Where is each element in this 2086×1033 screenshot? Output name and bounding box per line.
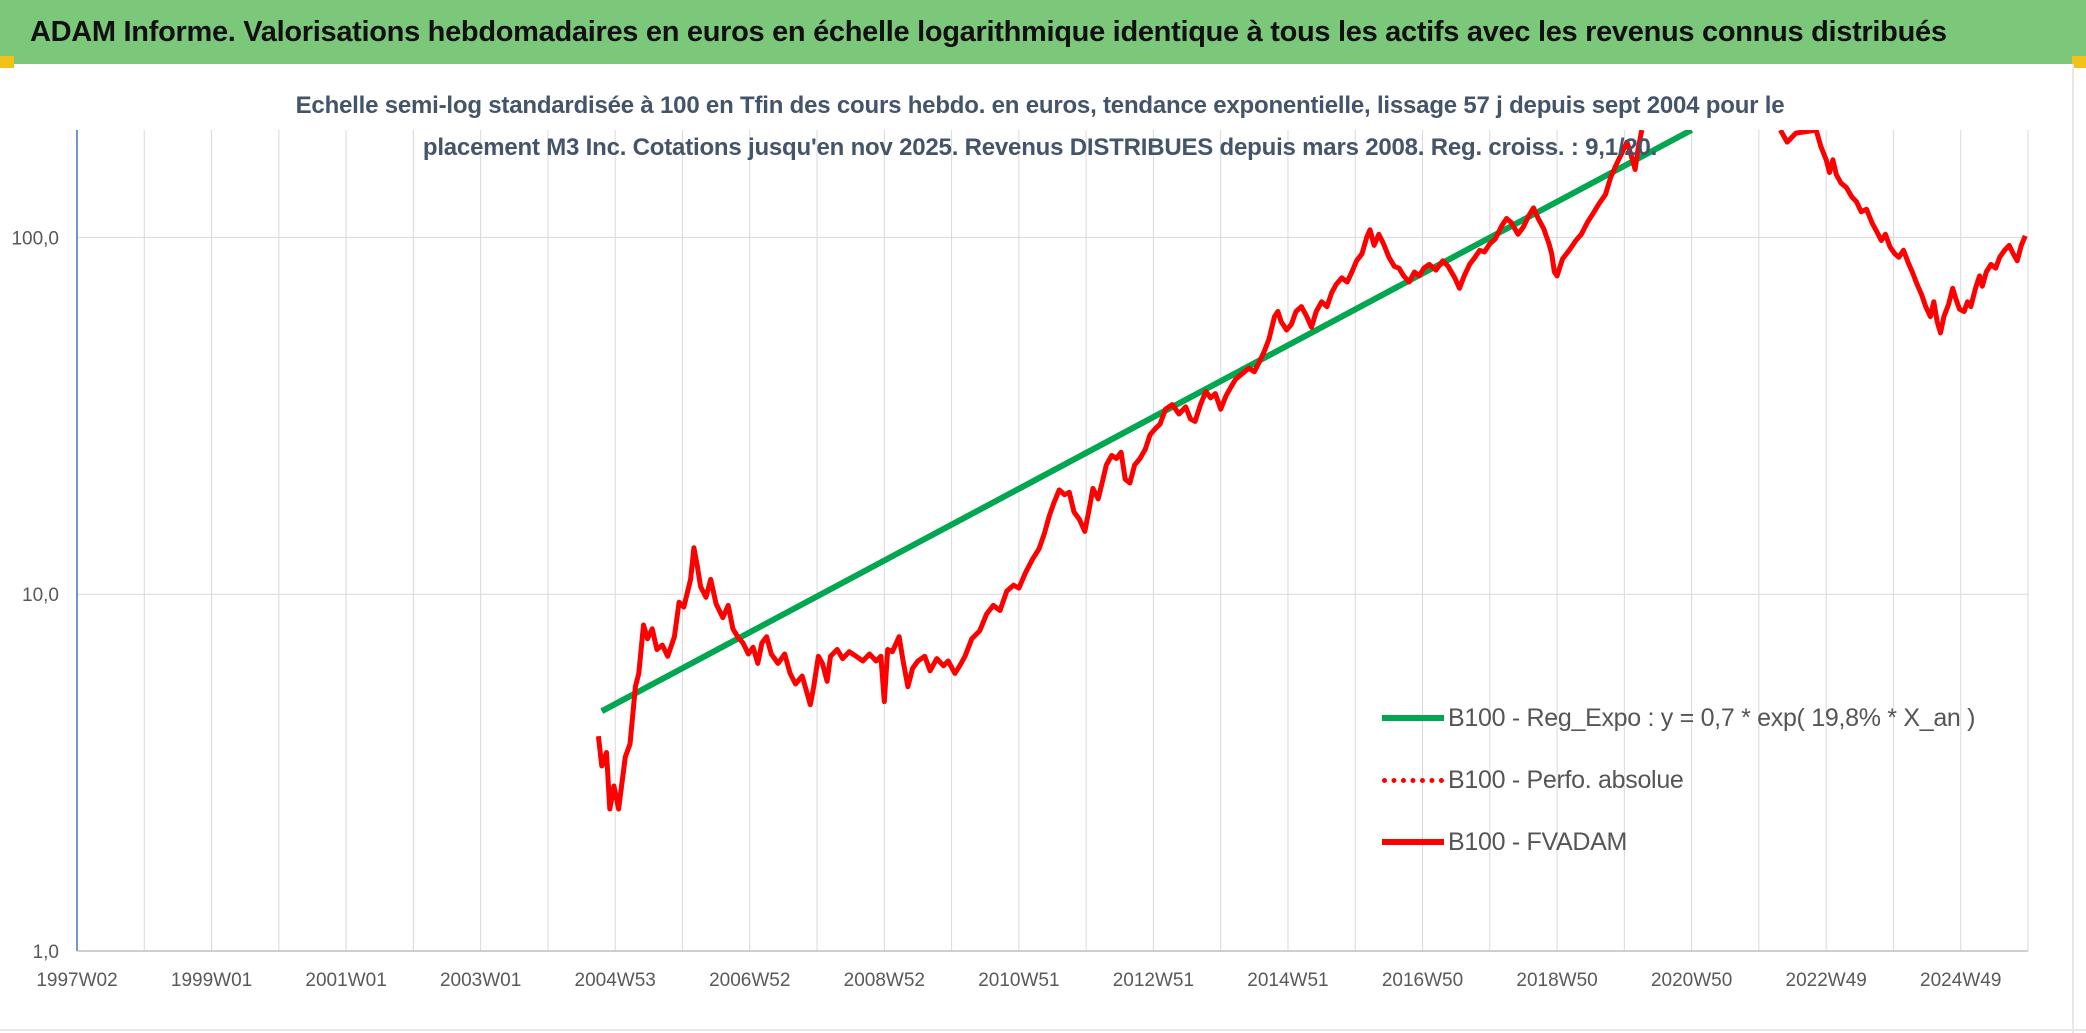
report-title: ADAM Informe. Valorisations hebdomadaire… — [30, 15, 1947, 48]
valuation-line-chart: 1,0 10,0 100,0 1997W02 1999W01 2001W01 2003W01… — [11, 130, 2029, 991]
legend-label-perfo-absolue: B100 - Perfo. absolue — [1448, 765, 1684, 794]
y-tick-label-0: 1,0 — [33, 942, 59, 963]
legend-item-trend: B100 - Reg_Expo : y = 0,7 * exp( 19,8% *… — [1382, 687, 2022, 749]
legend-item-perfo-absolue: B100 - Perfo. absolue — [1382, 749, 2022, 811]
y-tick-label-1: 10,0 — [22, 585, 59, 606]
legend-swatch-dotted-red — [1382, 777, 1444, 783]
chart-tick-labels: 1,0 10,0 100,0 1997W02 1999W01 2001W01 2003W01… — [11, 228, 2001, 991]
x-tick-label-11: 2018W50 — [1516, 970, 1597, 991]
x-tick-label-14: 2024W49 — [1920, 970, 2001, 991]
x-tick-label-5: 2006W52 — [709, 970, 790, 991]
x-tick-label-6: 2008W52 — [844, 970, 925, 991]
x-tick-label-2: 2001W01 — [305, 970, 386, 991]
price-line-fvadam — [595, 130, 1645, 812]
x-tick-label-13: 2022W49 — [1786, 970, 1867, 991]
frame-bottom-edge — [0, 1029, 2086, 1031]
legend-label-trend: B100 - Reg_Expo : y = 0,7 * exp( 19,8% *… — [1448, 703, 1976, 732]
frame-corner-accent-left — [0, 56, 14, 68]
x-tick-label-10: 2016W50 — [1382, 970, 1463, 991]
x-tick-label-0: 1997W02 — [36, 970, 117, 991]
x-tick-label-9: 2014W51 — [1247, 970, 1328, 991]
x-tick-label-1: 1999W01 — [171, 970, 252, 991]
x-tick-label-12: 2020W50 — [1651, 970, 1732, 991]
chart-legend: B100 - Reg_Expo : y = 0,7 * exp( 19,8% *… — [1382, 687, 2022, 873]
legend-label-fvadam: B100 - FVADAM — [1448, 827, 1628, 856]
x-tick-label-8: 2012W51 — [1113, 970, 1194, 991]
x-tick-label-3: 2003W01 — [440, 970, 521, 991]
x-tick-label-7: 2010W51 — [978, 970, 1059, 991]
chart-axes — [76, 130, 2028, 952]
chart-subtitle-line-1: Echelle semi-log standardisée à 100 en T… — [295, 92, 1785, 119]
report-banner: ADAM Informe. Valorisations hebdomadaire… — [0, 0, 2086, 64]
frame-right-edge — [2072, 64, 2074, 1033]
legend-swatch-solid-red — [1382, 839, 1444, 845]
legend-item-fvadam: B100 - FVADAM — [1382, 811, 2022, 873]
chart-gridlines — [76, 130, 2029, 952]
chart-series — [595, 130, 2028, 812]
trend-line-reg-expo — [600, 130, 1694, 714]
price-line-fvadam-continued — [1778, 130, 2028, 336]
x-tick-label-4: 2004W53 — [575, 970, 656, 991]
chart-subtitle-line-2: placement M3 Inc. Cotations jusqu'en nov… — [422, 134, 1658, 161]
chart-subtitle: Echelle semi-log standardisée à 100 en T… — [240, 85, 1840, 169]
y-tick-label-2: 100,0 — [11, 228, 59, 249]
frame-corner-accent-right — [2072, 56, 2086, 68]
legend-swatch-solid-green — [1382, 715, 1444, 721]
